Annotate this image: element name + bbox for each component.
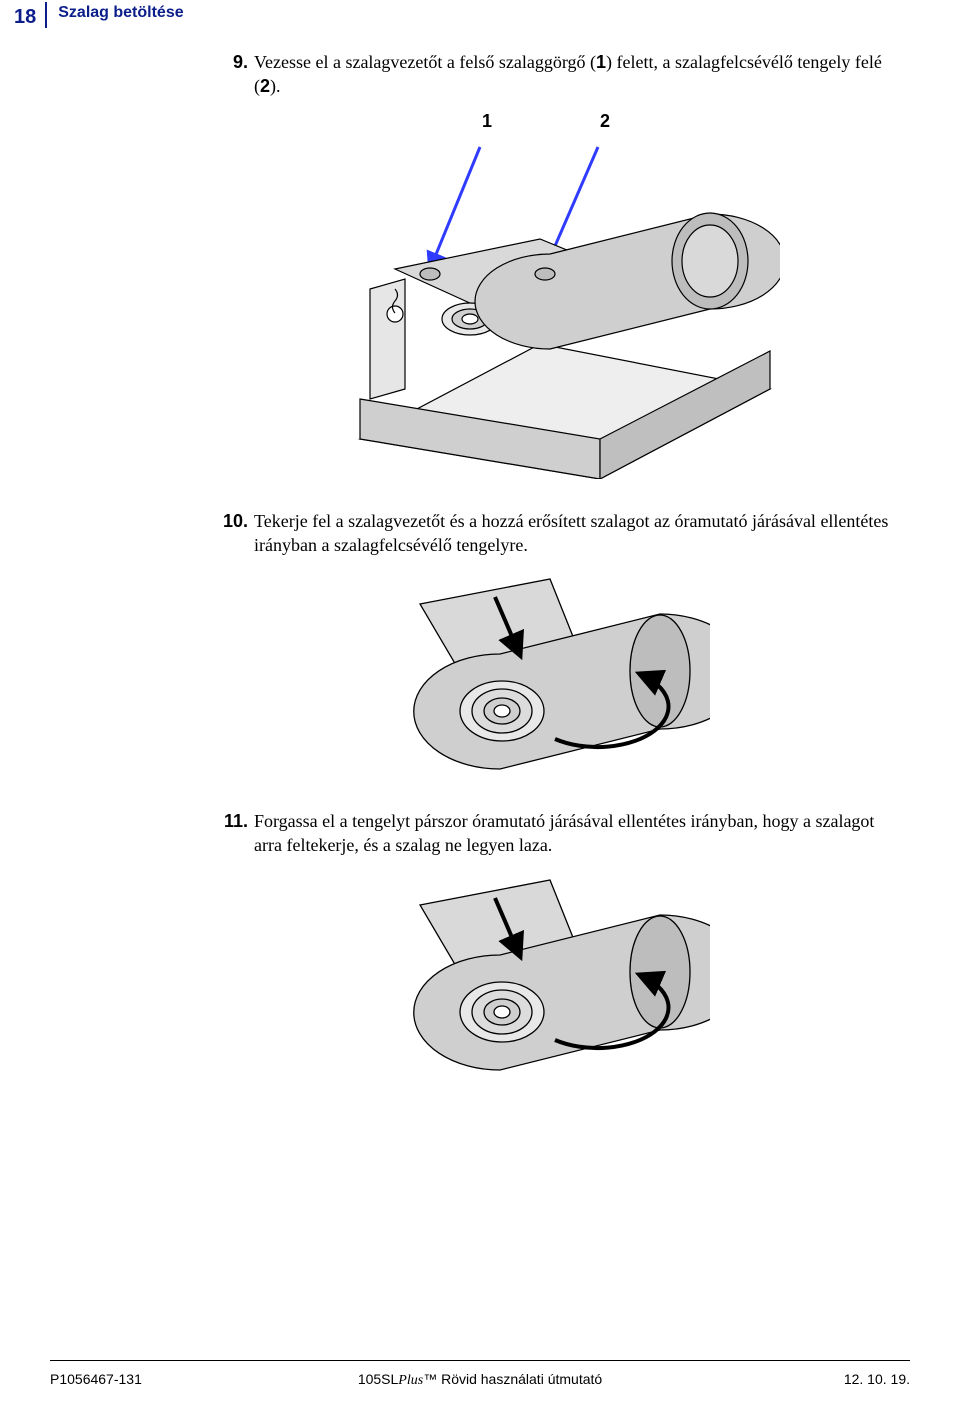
ribbon-spindle-icon [410,870,710,1080]
text-segment: Vezesse el a szalagvezetőt a felső szala… [254,52,596,72]
callout-ref-1: 1 [596,52,606,72]
printer-mechanism-icon [340,139,780,479]
callout-label-2: 2 [600,111,610,132]
section-title: Szalag betöltése [46,4,183,22]
text-segment: ). [270,76,281,96]
callout-row: 1 2 [220,111,900,139]
step-9: 9. Vezesse el a szalagvezetőt a felső sz… [220,50,900,99]
figure-step-10 [220,569,900,779]
step-number: 9. [220,50,248,74]
step-number: 10. [220,509,248,533]
step-text: Tekerje fel a szalagvezetőt és a hozzá e… [254,511,888,555]
step-text: Forgassa el a tengelyt párszor óramutató… [254,811,874,855]
footer-product-italic: Plus [398,1373,423,1388]
figure-step-11 [220,870,900,1080]
step-number: 11. [220,809,248,833]
callout-ref-2: 2 [260,76,270,96]
figure-step-9: 1 2 [220,111,900,479]
footer-date: 12. 10. 19. [844,1371,910,1387]
page-footer: P1056467-131 105SLPlus™ Rövid használati… [50,1360,910,1387]
footer-doc-id: P1056467-131 [50,1371,142,1387]
footer-product: 105SLPlus™ Rövid használati útmutató [50,1371,910,1389]
footer-product-suffix: ™ Rövid használati útmutató [423,1371,602,1387]
page-content: 9. Vezesse el a szalagvezetőt a felső sz… [220,50,900,1110]
ribbon-spindle-icon [410,569,710,779]
page-number: 18 [14,6,42,29]
page-header: 18 Szalag betöltése [0,0,960,29]
step-10: 10. Tekerje fel a szalagvezetőt és a hoz… [220,509,900,558]
callout-label-1: 1 [482,111,492,132]
step-11: 11. Forgassa el a tengelyt párszor óramu… [220,809,900,858]
footer-product-prefix: 105SL [358,1371,398,1387]
step-text: Vezesse el a szalagvezetőt a felső szala… [254,52,882,96]
